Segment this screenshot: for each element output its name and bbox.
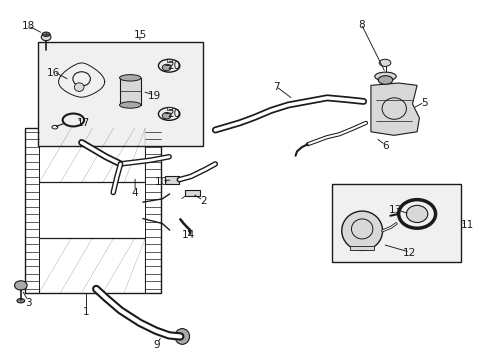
Ellipse shape [341, 211, 382, 250]
Ellipse shape [119, 75, 141, 81]
Text: 6: 6 [382, 141, 388, 151]
Text: 17: 17 [76, 118, 89, 128]
Bar [38, 42, 203, 146]
Text: 10: 10 [155, 177, 168, 187]
Text: 18: 18 [21, 21, 35, 31]
Text: 9: 9 [153, 340, 160, 350]
Text: 7: 7 [272, 82, 279, 92]
Ellipse shape [377, 76, 392, 84]
Ellipse shape [374, 72, 395, 81]
Text: 15: 15 [133, 30, 146, 40]
Bar [164, 176, 179, 184]
Text: 20: 20 [167, 109, 180, 119]
Text: 14: 14 [182, 230, 195, 240]
Bar [167, 108, 172, 111]
Text: 11: 11 [460, 220, 473, 230]
Bar [119, 78, 141, 105]
Text: 12: 12 [403, 248, 416, 258]
Polygon shape [370, 83, 419, 135]
Ellipse shape [162, 64, 171, 71]
Bar [145, 128, 161, 293]
Text: 19: 19 [148, 91, 161, 101]
Text: 8: 8 [357, 19, 364, 30]
Bar [185, 190, 200, 196]
Ellipse shape [378, 59, 390, 66]
Bar [167, 59, 172, 62]
Text: 2: 2 [200, 197, 206, 206]
Text: 1: 1 [83, 307, 90, 317]
Ellipse shape [15, 281, 27, 290]
Bar [25, 128, 161, 293]
Ellipse shape [41, 33, 51, 41]
Bar [331, 184, 460, 262]
Ellipse shape [162, 112, 171, 119]
Text: 16: 16 [47, 68, 61, 78]
Ellipse shape [406, 205, 427, 222]
Ellipse shape [74, 83, 84, 91]
Text: 20: 20 [167, 61, 180, 71]
Text: 4: 4 [132, 188, 138, 198]
Text: 5: 5 [420, 98, 427, 108]
Text: 13: 13 [388, 205, 401, 215]
Ellipse shape [17, 298, 25, 303]
Ellipse shape [42, 32, 50, 36]
Ellipse shape [119, 102, 141, 108]
Text: 3: 3 [25, 298, 31, 308]
Bar [349, 246, 373, 250]
Bar [25, 128, 39, 293]
Ellipse shape [175, 329, 189, 344]
